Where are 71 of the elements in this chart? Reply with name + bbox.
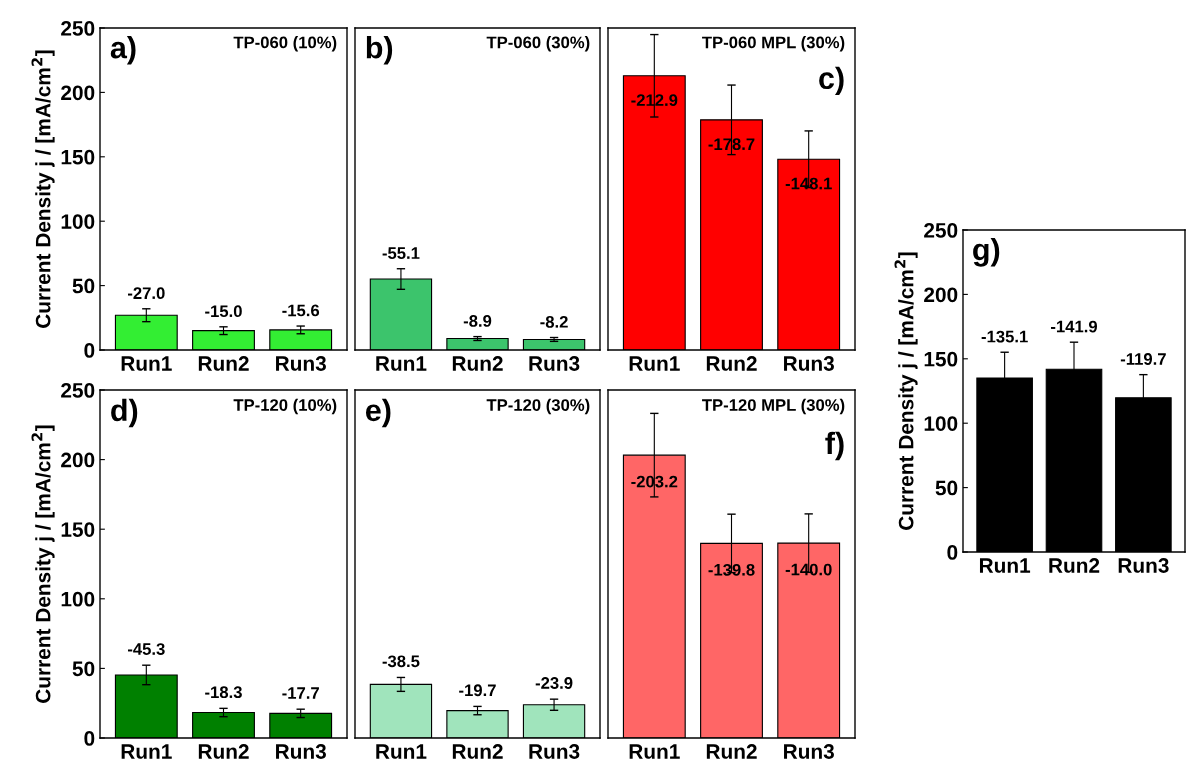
y-axis-title: Current Density j / [mA/cm$^{2}$] [31, 50, 55, 328]
y-tick-label: 0 [84, 343, 95, 358]
y-tick-label: 250 [61, 21, 95, 36]
chart-title: TP-120 MPL (30%) [702, 398, 845, 415]
data-label: -17.7 [282, 687, 319, 699]
chart-title: TP-060 (30%) [486, 36, 590, 52]
annotation: a) [110, 36, 136, 65]
y-tick-label: 50 [72, 661, 95, 677]
x-tick-label: Run1 [121, 744, 172, 759]
x-tick-label: Run3 [784, 356, 834, 371]
y-tick-label: 100 [61, 591, 95, 607]
y-tick-label: 150 [924, 351, 958, 367]
y-axis-title: Current Density j / [mA/cm$^{2}$] [894, 252, 918, 530]
x-tick-label: Run2 [1049, 558, 1100, 573]
data-label: -141.9 [1051, 320, 1098, 333]
x-tick-label: Run3 [529, 744, 580, 759]
chart-title: TP-060 (10%) [233, 36, 337, 52]
x-tick-label: Run2 [706, 356, 757, 371]
x-tick-label: Run3 [784, 744, 834, 759]
x-tick-label: Run2 [198, 744, 249, 759]
data-label: -8.2 [540, 315, 568, 328]
data-label: -55.1 [382, 247, 420, 259]
x-tick-label: Run2 [706, 744, 757, 759]
x-tick-label: Run1 [376, 356, 427, 371]
y-tick-label: 0 [947, 545, 958, 560]
y-tick-label: 150 [61, 149, 95, 165]
data-label: -15.0 [205, 305, 242, 318]
x-tick-label: Run1 [121, 356, 172, 371]
data-label: -135.1 [981, 330, 1028, 343]
y-tick-label: 250 [924, 223, 958, 238]
data-label: -8.9 [463, 315, 492, 327]
chart-title: TP-120 (10%) [233, 398, 337, 415]
y-tick-label: 100 [924, 416, 958, 431]
x-tick-label: Run2 [452, 356, 503, 371]
y-tick-label: 100 [61, 214, 95, 229]
chart-title: TP-120 (30%) [486, 398, 590, 415]
x-tick-label: Run3 [276, 356, 326, 371]
annotation: e) [365, 398, 391, 428]
annotation: c) [819, 66, 844, 96]
y-tick-label: 200 [61, 452, 95, 468]
y-tick-label: 150 [61, 522, 95, 537]
data-label: -18.3 [205, 686, 242, 699]
data-label: -119.7 [1120, 353, 1166, 365]
x-tick-label: Run1 [629, 356, 680, 371]
x-tick-label: Run2 [198, 356, 249, 371]
chart-title: TP-060 MPL (30%) [702, 36, 845, 52]
x-tick-label: Run3 [1118, 558, 1169, 573]
data-label: -38.5 [382, 655, 420, 668]
data-label: -23.9 [535, 677, 573, 689]
x-tick-label: Run3 [276, 744, 326, 759]
x-tick-label: Run1 [629, 744, 680, 759]
annotation: d) [111, 398, 138, 428]
y-tick-label: 50 [935, 480, 958, 496]
x-tick-label: Run3 [529, 356, 580, 371]
y-tick-label: 200 [61, 85, 95, 101]
data-label: -27.0 [127, 287, 165, 300]
data-label: -45.3 [127, 643, 165, 655]
annotation: f) [825, 431, 844, 461]
x-tick-label: Run1 [376, 744, 427, 759]
y-axis-title: Current Density j / [mA/cm$^{2}$] [31, 425, 55, 703]
annotation: b) [366, 36, 393, 65]
data-label: -19.7 [459, 684, 496, 697]
annotation: g) [973, 238, 1000, 267]
y-tick-label: 50 [72, 278, 95, 294]
y-tick-label: 0 [84, 731, 95, 746]
x-tick-label: Run2 [452, 744, 503, 759]
y-tick-label: 200 [924, 287, 958, 303]
x-tick-label: Run1 [979, 558, 1031, 573]
data-label: -139.8 [708, 563, 755, 576]
y-tick-label: 250 [61, 383, 95, 398]
data-label: -15.6 [282, 304, 320, 317]
